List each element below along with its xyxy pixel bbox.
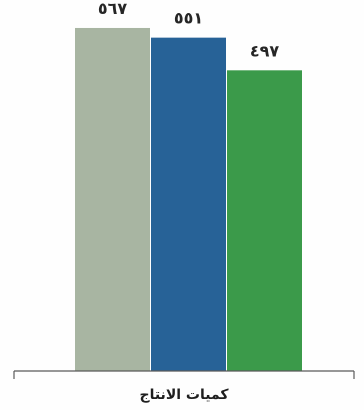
bar-series-2: [151, 37, 226, 372]
bars-layer: [75, 27, 302, 372]
data-label-series-2: ٥٥١: [174, 9, 203, 28]
data-labels-layer: ٥٦٧ ٥٥١ ٤٩٧: [98, 0, 280, 60]
bar-series-1: [75, 27, 150, 372]
x-axis-label: كميات الانتاج: [140, 387, 230, 403]
data-label-series-1: ٥٦٧: [98, 0, 128, 18]
bar-series-3: [227, 70, 302, 371]
data-label-series-3: ٤٩٧: [250, 41, 280, 60]
